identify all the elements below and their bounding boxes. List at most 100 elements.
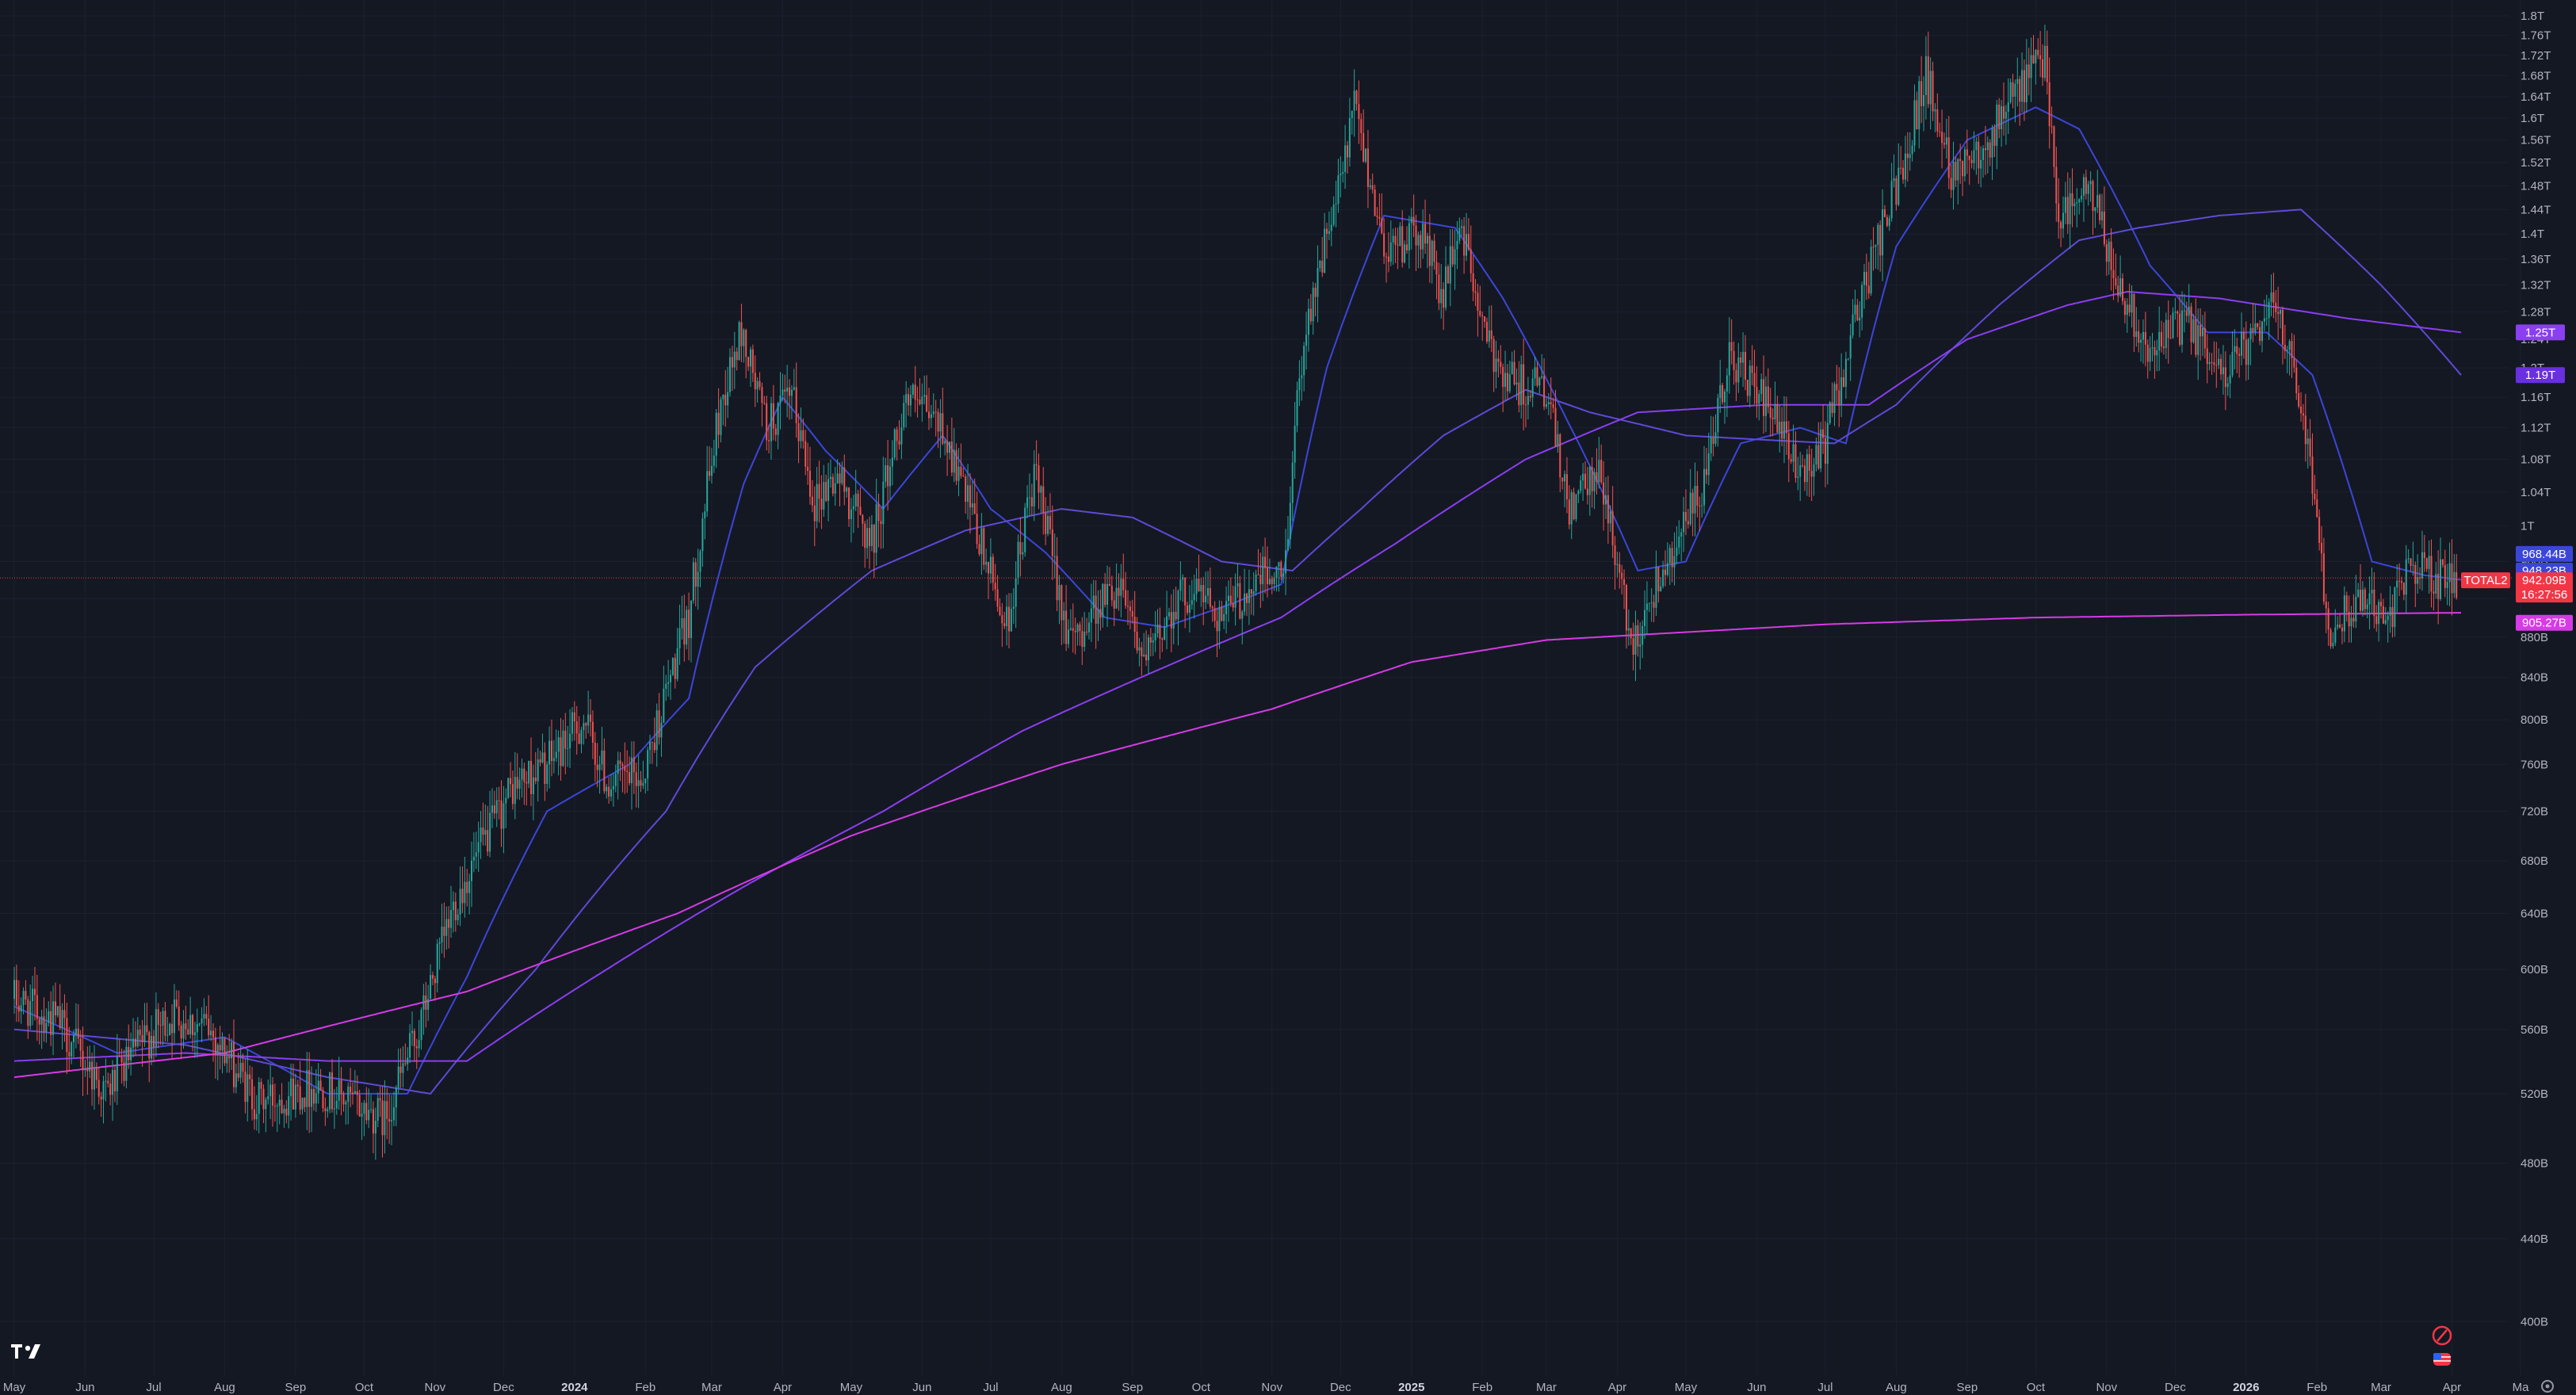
gear-icon[interactable] (2541, 1380, 2554, 1393)
candle-body (1673, 556, 1676, 568)
tradingview-logo-icon[interactable] (11, 1344, 40, 1359)
candle-body (470, 860, 473, 881)
candle-body (347, 1086, 350, 1103)
candle-body (178, 1006, 180, 1026)
candle-body (1447, 266, 1449, 284)
candle-body (388, 1118, 391, 1122)
candle-body (667, 682, 670, 684)
candle-body (139, 1030, 141, 1035)
candle-body (1435, 262, 1438, 275)
candle-body (575, 721, 578, 734)
y-tick-label: 1.08T (2521, 453, 2551, 466)
candle-body (779, 395, 782, 403)
candle-body (905, 394, 908, 403)
candle-body (132, 1038, 135, 1048)
candle-body (1374, 189, 1376, 216)
candle-body (1003, 623, 1006, 626)
candle-body (2200, 325, 2202, 337)
candle-body (1179, 579, 1182, 591)
candle-body (2238, 354, 2241, 356)
candle-body (843, 467, 846, 492)
x-tick-label: Apr (2443, 1381, 2461, 1394)
candle-body (1216, 621, 1218, 632)
candle-body (1523, 364, 1525, 405)
candle-body (262, 1088, 265, 1110)
candle-body (1326, 228, 1328, 235)
candle-body (120, 1056, 123, 1063)
candle-body (738, 322, 740, 361)
candle-body (251, 1079, 254, 1110)
candle-body (1108, 583, 1110, 587)
candle-body (2366, 604, 2368, 610)
candle-body (1067, 629, 1070, 644)
candle-body (1145, 654, 1148, 661)
candle-body (1627, 628, 1630, 631)
candle-body (1086, 631, 1088, 633)
candle-body (1177, 590, 1179, 620)
candle-body (1309, 308, 1312, 322)
candle-body (2183, 310, 2185, 311)
y-tick-label: 1.72T (2521, 49, 2551, 63)
candle-body (397, 1066, 399, 1088)
candle-body (1989, 142, 1991, 158)
candle-body (1781, 421, 1783, 439)
x-tick-label: Mar (701, 1381, 722, 1394)
candle-body (2066, 197, 2069, 224)
candle-body (1120, 579, 1122, 596)
x-tick-label: Jun (1747, 1381, 1766, 1394)
candle-body (647, 750, 649, 779)
candle-body (1911, 145, 1913, 155)
candle-body (2222, 367, 2224, 375)
candle-body (304, 1097, 306, 1107)
candle-body (420, 1010, 422, 1041)
candle-body (1410, 216, 1412, 224)
candle-body (571, 712, 573, 734)
candle-body (1962, 160, 1964, 177)
candle-body (2076, 202, 2078, 204)
price-axis[interactable]: 1.8T 1.76T 1.72T 1.68T 1.64T 1.6T 1.56T 1.52T 1.… (2521, 10, 2551, 1328)
candle-body (247, 1074, 249, 1103)
candle-body (1648, 602, 1650, 604)
candle-body (2069, 193, 2071, 224)
candle-body (1209, 587, 1211, 607)
candle-body (658, 710, 660, 738)
candle-body (1701, 505, 1703, 506)
candle-body (340, 1080, 342, 1094)
candle-body (317, 1080, 319, 1094)
moving-average-line-4 (13, 612, 2461, 1079)
replay-icon[interactable] (2432, 1325, 2452, 1346)
candle-body (610, 789, 613, 797)
x-tick-label: Sep (285, 1381, 307, 1394)
candle-body (877, 504, 880, 522)
candle-body (880, 521, 882, 525)
candle-body (2400, 581, 2402, 583)
candle-body (2167, 319, 2169, 338)
candle-body (2053, 126, 2055, 167)
candle-body (1854, 304, 1856, 315)
candle-body (805, 441, 807, 467)
time-axis[interactable]: May Jun Jul Aug Sep Oct Nov Dec 2024 Feb Mar Apr May… (3, 1381, 2529, 1394)
candle-body (521, 768, 523, 780)
candle-body (203, 1014, 205, 1019)
candle-body (107, 1080, 109, 1084)
candle-body (1644, 610, 1646, 626)
candle-body (232, 1042, 235, 1087)
axis-label-text: 968.44B (2522, 548, 2566, 561)
candle-body (1655, 567, 1657, 608)
candle-body (1883, 209, 1886, 217)
candle-body (1943, 143, 1945, 145)
candle-body (729, 357, 732, 392)
candle-body (942, 413, 944, 444)
candle-body (25, 991, 27, 999)
candle-body (361, 1114, 363, 1117)
candle-body (1730, 342, 1733, 351)
us-flag-icon[interactable] (2433, 1353, 2451, 1366)
candle-body (585, 723, 587, 726)
candle-body (159, 1025, 162, 1026)
candle-body (1182, 577, 1184, 580)
candle-body (921, 396, 923, 405)
candle-body (1947, 137, 1950, 178)
candle-body (1561, 477, 1564, 482)
